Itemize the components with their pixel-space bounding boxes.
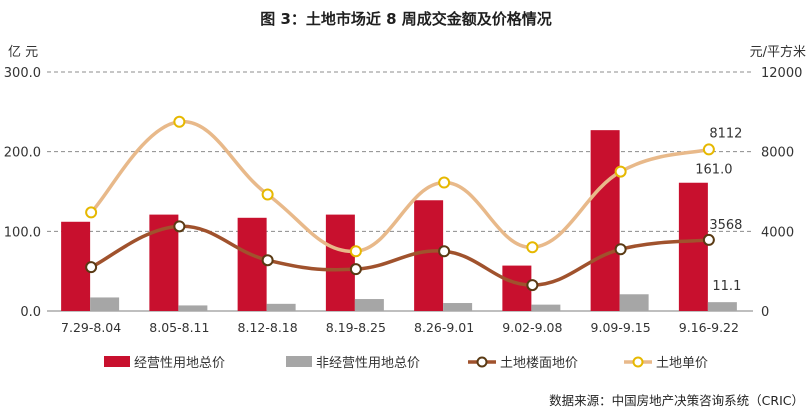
bar-operating (502, 265, 532, 311)
legend-label: 土地楼面地价 (500, 356, 578, 371)
right-tick-label: 12000 (761, 66, 802, 81)
x-tick-label: 8.05-8.11 (149, 320, 209, 335)
data-label-operating: 161.0 (695, 163, 732, 178)
left-tick-label: 0.0 (20, 305, 41, 320)
marker-unit-price (349, 245, 362, 258)
bar-non-operating (354, 299, 384, 311)
marker-floor-price (614, 243, 627, 256)
right-tick-label: 4000 (761, 225, 794, 240)
chart-title: 图 3：土地市场近 8 周成交金额及价格情况 (260, 10, 552, 28)
plot-layer: 0.0 0 100.0 4000 200.0 8000 300.0 12000 7.29-8.0… (4, 66, 803, 335)
bar-operating (325, 214, 355, 311)
left-axis-unit: 亿 元 (8, 45, 38, 60)
x-tick-label: 7.29-8.04 (61, 320, 121, 335)
x-tick-label: 8.26-9.01 (414, 320, 474, 335)
left-tick-label: 100.0 (4, 225, 41, 240)
bar-non-operating (90, 297, 120, 311)
bar-non-operating (443, 303, 473, 311)
bar-non-operating (619, 294, 649, 311)
left-tick-label: 200.0 (4, 146, 41, 161)
legend-swatch (104, 356, 130, 367)
legend-label: 土地单价 (656, 356, 708, 371)
marker-unit-price (261, 188, 274, 201)
marker-floor-price (261, 254, 274, 267)
right-tick-label: 8000 (761, 146, 794, 161)
legend-marker (476, 356, 488, 368)
data-label-unit-price: 8112 (709, 126, 742, 141)
x-tick-label: 9.09-9.15 (591, 320, 651, 335)
line-floor-price (89, 224, 711, 287)
marker-floor-price (702, 233, 715, 246)
right-axis-unit: 元/平方米 (750, 44, 806, 60)
marker-floor-price (173, 220, 186, 233)
x-tick-label: 9.16-9.22 (679, 320, 739, 335)
left-tick-label: 300.0 (4, 66, 41, 81)
legend-marker (632, 356, 644, 368)
bar-non-operating (707, 302, 737, 311)
bar-operating (678, 182, 708, 311)
marker-floor-price (438, 245, 451, 258)
legend-label: 非经营性用地总价 (316, 356, 420, 371)
marker-unit-price (526, 241, 539, 254)
marker-unit-price (702, 143, 715, 156)
right-tick-label: 0 (761, 305, 769, 320)
bar-non-operating (266, 303, 296, 311)
bar-operating (414, 200, 444, 311)
legend: 经营性用地总价 非经营性用地总价 土地楼面地价 土地单价 (104, 356, 708, 371)
x-tick-label: 9.02-9.08 (502, 320, 562, 335)
bar-non-operating (178, 305, 208, 311)
line-unit-price (89, 120, 711, 254)
legend-label: 经营性用地总价 (134, 356, 225, 371)
marker-floor-price (349, 263, 362, 276)
data-label-floor-price: 3568 (709, 218, 742, 233)
bar-operating (237, 217, 267, 311)
marker-floor-price (526, 279, 539, 292)
legend-swatch (286, 356, 312, 367)
marker-floor-price (85, 261, 98, 274)
marker-unit-price (438, 176, 451, 189)
bar-non-operating (531, 304, 561, 311)
x-tick-label: 8.19-8.25 (326, 320, 386, 335)
marker-unit-price (85, 206, 98, 219)
marker-unit-price (173, 115, 186, 128)
bar-operating (590, 130, 620, 311)
source-note: 数据来源：中国房地产决策咨询系统（CRIC） (549, 393, 804, 408)
marker-unit-price (614, 165, 627, 178)
x-tick-label: 8.12-8.18 (238, 320, 298, 335)
data-label-non-operating: 11.1 (712, 279, 741, 294)
